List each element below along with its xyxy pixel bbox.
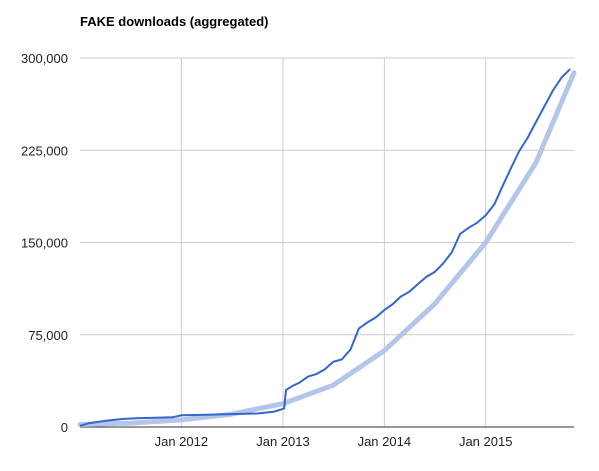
series-line bbox=[79, 68, 571, 427]
x-tick-label: Jan 2013 bbox=[256, 434, 310, 449]
x-tick-label: Jan 2015 bbox=[459, 434, 513, 449]
chart-title: FAKE downloads (aggregated) bbox=[80, 14, 269, 29]
y-tick-label: 0 bbox=[61, 420, 68, 435]
y-tick-label: 300,000 bbox=[21, 51, 68, 66]
x-tick-label: Jan 2014 bbox=[358, 434, 412, 449]
trendline bbox=[77, 70, 577, 427]
y-tick-label: 225,000 bbox=[21, 143, 68, 158]
y-tick-label: 150,000 bbox=[21, 236, 68, 251]
x-tick-label: Jan 2012 bbox=[155, 434, 209, 449]
y-tick-label: 75,000 bbox=[28, 328, 68, 343]
